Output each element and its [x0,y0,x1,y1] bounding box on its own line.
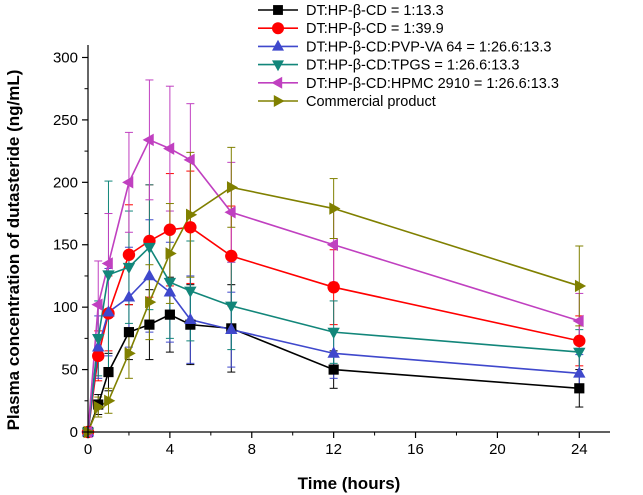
data-point-6-6 [165,247,177,260]
series-line-4 [87,245,580,433]
legend-swatch-marker [272,60,284,72]
x-tick-label-2: 4 [166,441,174,458]
data-point-1-3 [103,366,114,378]
data-point-3-7 [184,312,197,324]
data-point-4-2 [92,334,105,346]
data-point-4-3 [102,270,115,282]
legend-item-1: DT:HP-β-CD = 1:13.3 [258,3,444,19]
x-tick-label-7: 24 [571,441,588,458]
series-line-6 [87,186,580,433]
data-point-4-6 [163,277,177,290]
legend-label: DT:HP-β-CD:PVP-VA 64 = 1:26.6:13.3 [306,39,551,55]
data-point-1-9 [328,364,339,375]
legend-label: DT:HP-β-CD = 1:39.9 [306,21,444,37]
legend-item-4: DT:HP-β-CD:TPGS = 1:26.6:13.3 [258,58,519,74]
legend-label: DT:HP-β-CD:HPMC 2910 = 1:26.6:13.3 [306,76,559,92]
series-line-3 [87,274,580,433]
y-tick-label-3: 100 [53,299,78,316]
y-tick-label-6: 250 [53,112,78,129]
data-point-2-2 [92,349,105,363]
data-point-4-9 [327,327,340,339]
data-point-3-2 [92,340,105,352]
data-point-1-4 [123,327,135,338]
data-point-6-9 [329,202,341,215]
legend-label: Commercial product [306,94,436,110]
data-point-3-4 [122,290,136,302]
data-point-2-6 [163,223,177,236]
series-markers [81,133,587,439]
data-point-5-3 [101,257,113,270]
data-point-1-6 [164,309,175,320]
data-point-3-5 [143,269,156,281]
y-tick-label-1: 0 [70,424,78,441]
data-point-4-5 [143,242,156,255]
data-point-3-3 [102,305,115,317]
data-point-6-10 [574,279,587,293]
tick-labels: 0 4 8 12 16 20 24 0 50 100 150 200 250 300 [53,49,588,458]
data-point-5-9 [326,238,338,251]
series-line-1 [87,313,580,433]
data-point-5-5 [142,133,154,147]
x-tick-label-6: 20 [489,441,506,458]
data-point-3-10 [573,366,586,378]
legend-item-3: DT:HP-β-CD:PVP-VA 64 = 1:26.6:13.3 [258,39,551,55]
x-tick-label-4: 12 [325,441,342,458]
data-point-3-8 [225,322,238,334]
y-tick-label-4: 150 [53,237,78,254]
data-point-3-6 [163,285,177,297]
legend-item-6: Commercial product [258,94,436,110]
data-point-1-5 [144,319,155,330]
data-point-5-2 [91,298,103,311]
legend-swatch-marker [271,76,283,89]
legend-swatch-marker [273,5,283,15]
data-point-4-8 [225,301,238,313]
data-point-4-4 [122,262,136,275]
data-point-6-7 [186,208,198,221]
data-point-5-4 [122,176,134,189]
y-axis-title: Plasma concentration of dutasteride (ng/… [4,70,23,431]
data-point-2-10 [573,334,586,348]
x-tick-label-3: 8 [248,441,256,458]
y-tick-label-2: 50 [61,362,78,379]
legend-item-2: DT:HP-β-CD = 1:39.9 [258,21,444,37]
data-point-1-7 [185,319,196,330]
data-point-5-8 [224,206,236,219]
legend-swatch-marker [272,22,284,35]
legend: DT:HP-β-CD = 1:13.3 DT:HP-β-CD = 1:39.9 DT… [258,3,559,110]
data-point-6-3 [104,394,116,407]
x-axis-title: Time (hours) [298,474,401,493]
data-point-1-10 [574,383,585,394]
data-point-6-5 [145,295,157,309]
data-point-5-10 [572,314,584,328]
legend-swatch-marker [273,95,285,107]
data-point-6-8 [226,181,239,194]
data-point-4-7 [184,286,197,298]
y-tick-label-5: 200 [53,174,78,191]
x-tick-label-5: 16 [407,441,424,458]
data-point-2-7 [184,221,197,234]
data-point-5-7 [183,153,195,167]
legend-swatch-marker [272,39,284,51]
data-point-6-4 [124,347,136,360]
legend-item-5: DT:HP-β-CD:HPMC 2910 = 1:26.6:13.3 [258,76,559,92]
data-point-4-10 [573,347,586,359]
data-point-6-2 [93,400,106,414]
data-point-2-9 [327,280,340,294]
y-tick-label-7: 300 [53,49,78,66]
axes [82,45,610,438]
data-point-2-8 [225,249,238,263]
legend-label: DT:HP-β-CD:TPGS = 1:26.6:13.3 [306,58,519,74]
x-tick-label-1: 0 [84,441,92,458]
series-line-5 [87,138,580,433]
legend-label: DT:HP-β-CD = 1:13.3 [306,3,444,19]
data-point-2-4 [122,248,136,261]
data-point-3-9 [327,346,340,358]
data-point-5-6 [163,142,175,155]
